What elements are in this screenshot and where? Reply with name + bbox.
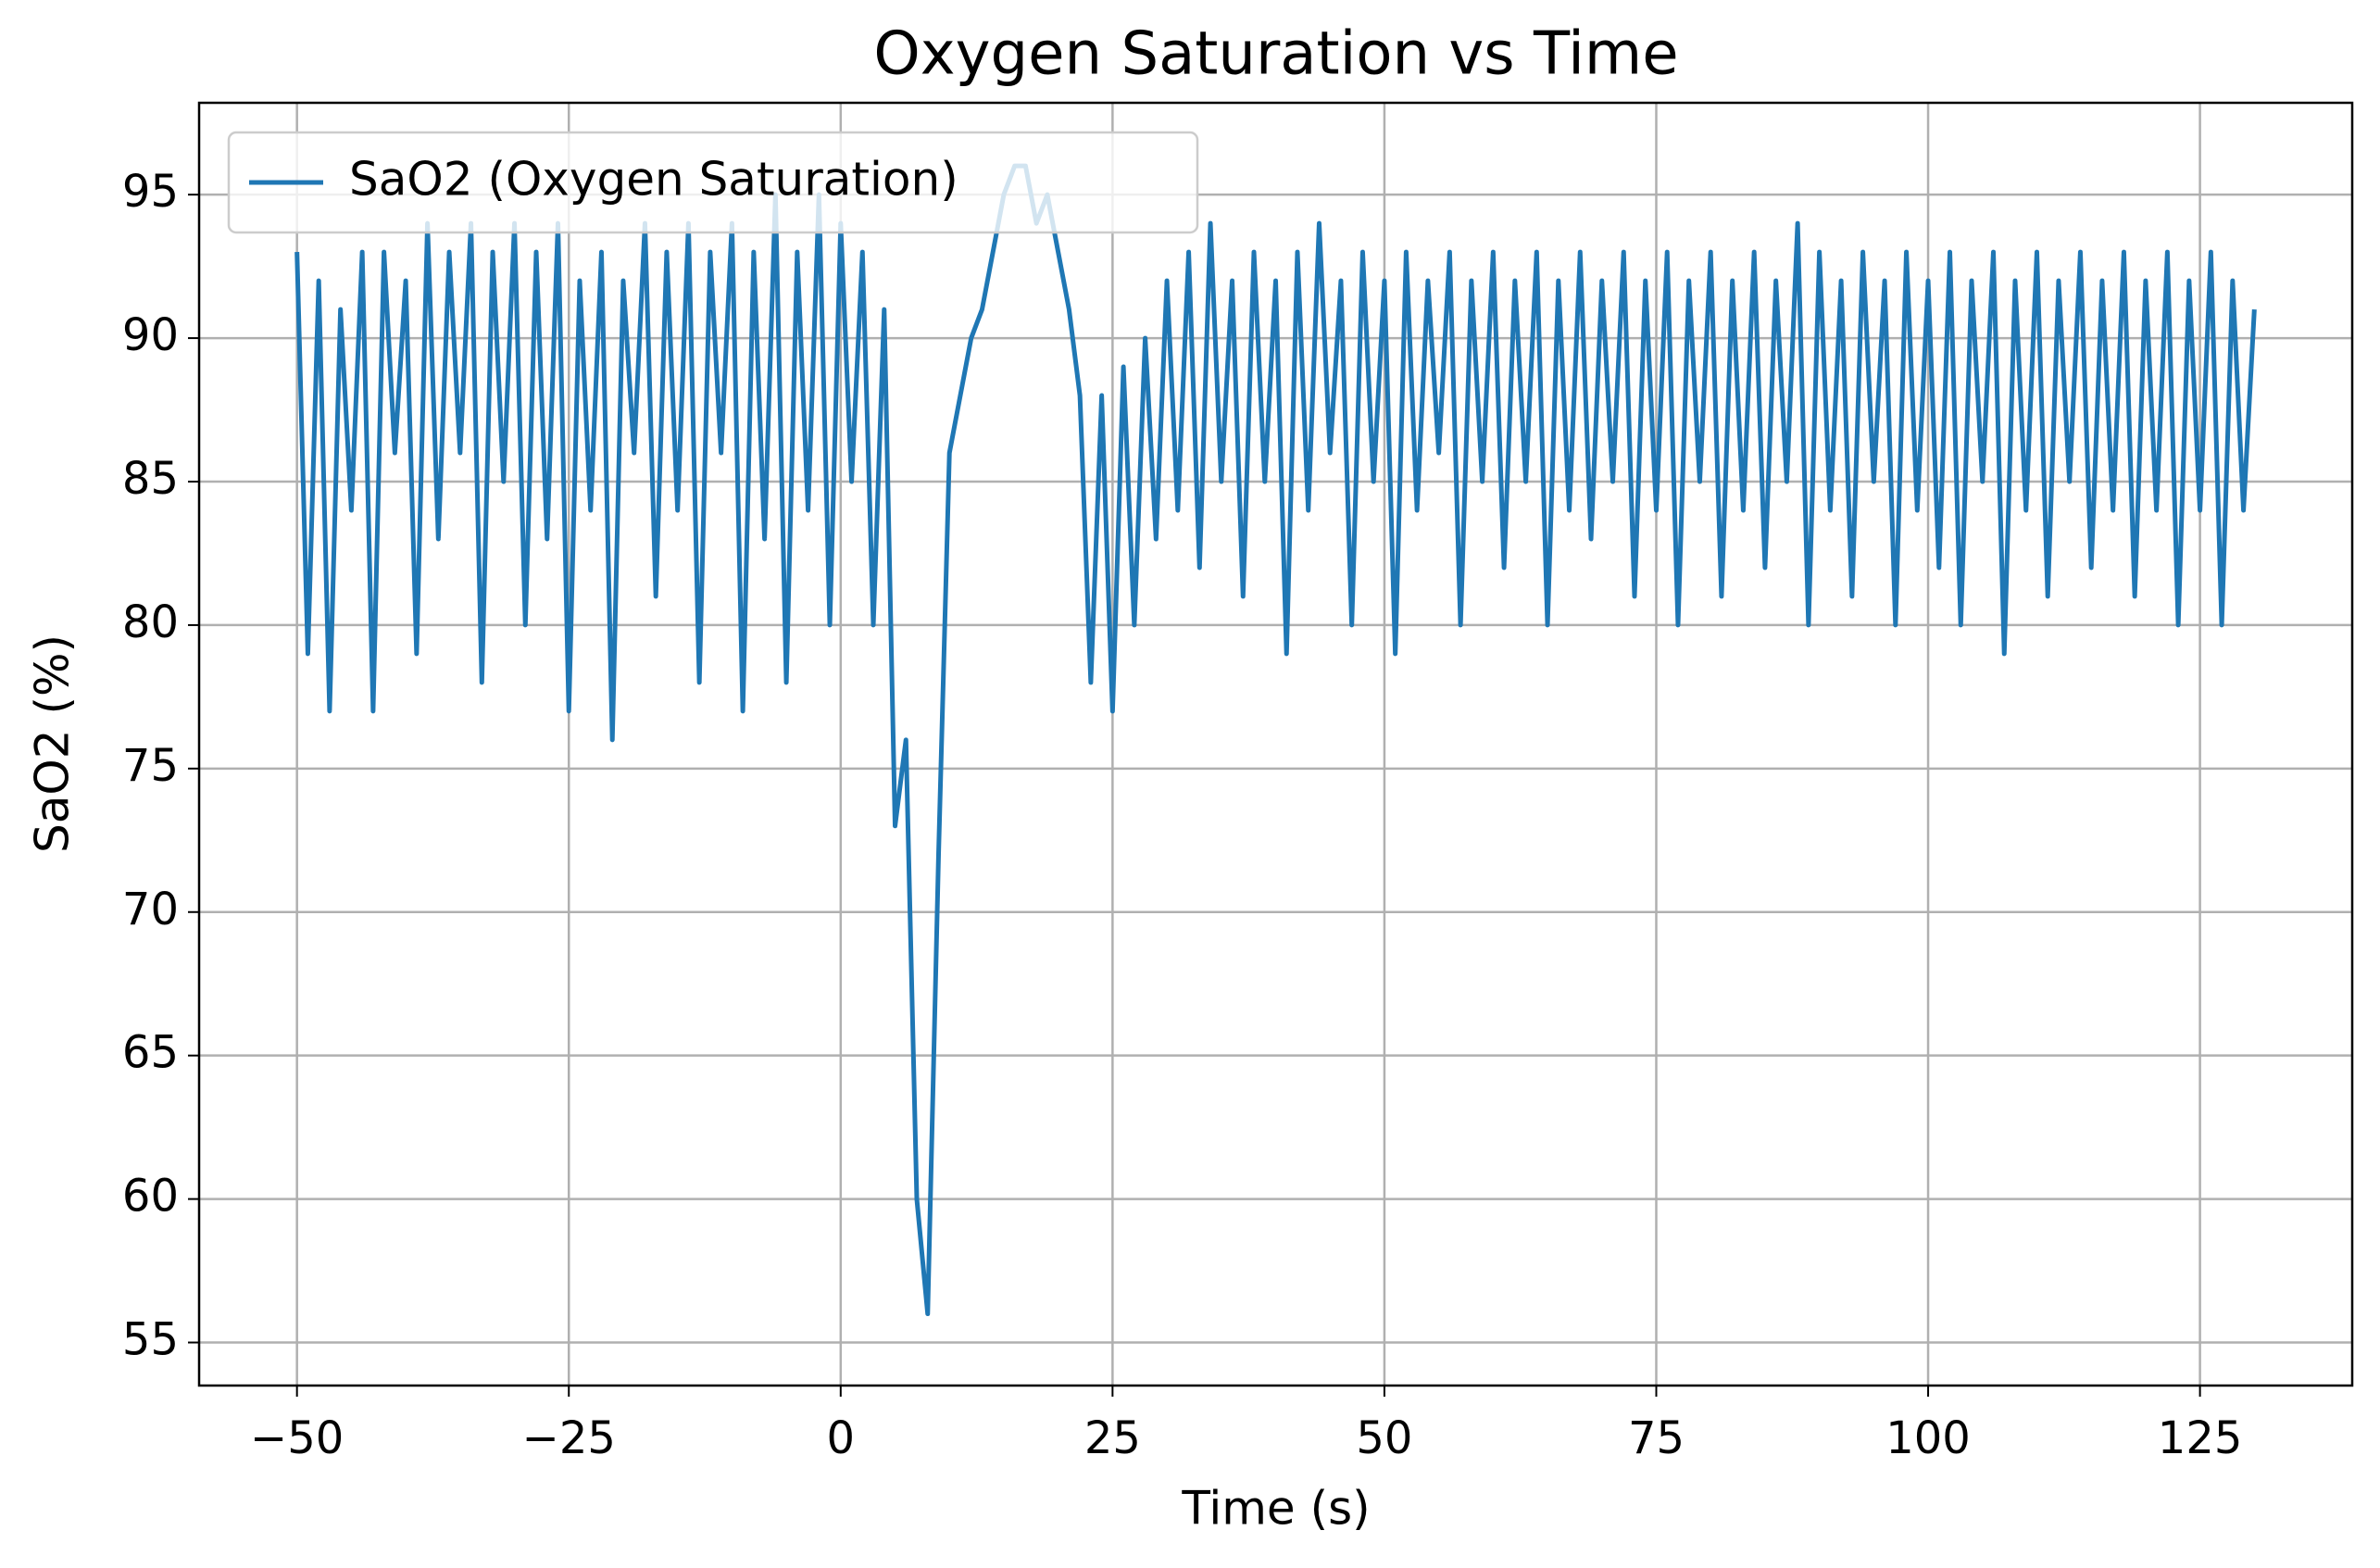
y-tick-label: 85: [122, 453, 179, 505]
y-tick-label: 65: [122, 1027, 179, 1079]
x-axis-label: Time (s): [1181, 1482, 1370, 1536]
legend-label: SaO2 (Oxygen Saturation): [349, 153, 958, 207]
x-tick-label: −50: [250, 1412, 344, 1464]
x-tick-label: 125: [2158, 1412, 2243, 1464]
y-tick-label: 70: [122, 884, 179, 935]
y-tick-label: 75: [122, 740, 179, 792]
chart-title: Oxygen Saturation vs Time: [873, 20, 1678, 89]
x-tick-label: 50: [1356, 1412, 1412, 1464]
x-tick-label: 100: [1885, 1412, 1971, 1464]
y-tick-label: 60: [122, 1171, 179, 1223]
x-tick-label: −25: [522, 1412, 616, 1464]
y-tick-label: 80: [122, 596, 179, 648]
legend: SaO2 (Oxygen Saturation): [227, 131, 1199, 234]
y-tick-label: 55: [122, 1314, 179, 1366]
legend-box: [227, 131, 1199, 234]
x-tick-label: 0: [827, 1412, 856, 1464]
data-line: [294, 163, 2257, 1317]
plot-frame: [197, 101, 2354, 1387]
x-tick-label: 75: [1628, 1412, 1685, 1464]
y-tick-label: 95: [122, 166, 179, 218]
y-tick-label: 90: [122, 309, 179, 361]
y-axis-label: SaO2 (%): [26, 634, 80, 853]
x-tick-label: 25: [1084, 1412, 1141, 1464]
